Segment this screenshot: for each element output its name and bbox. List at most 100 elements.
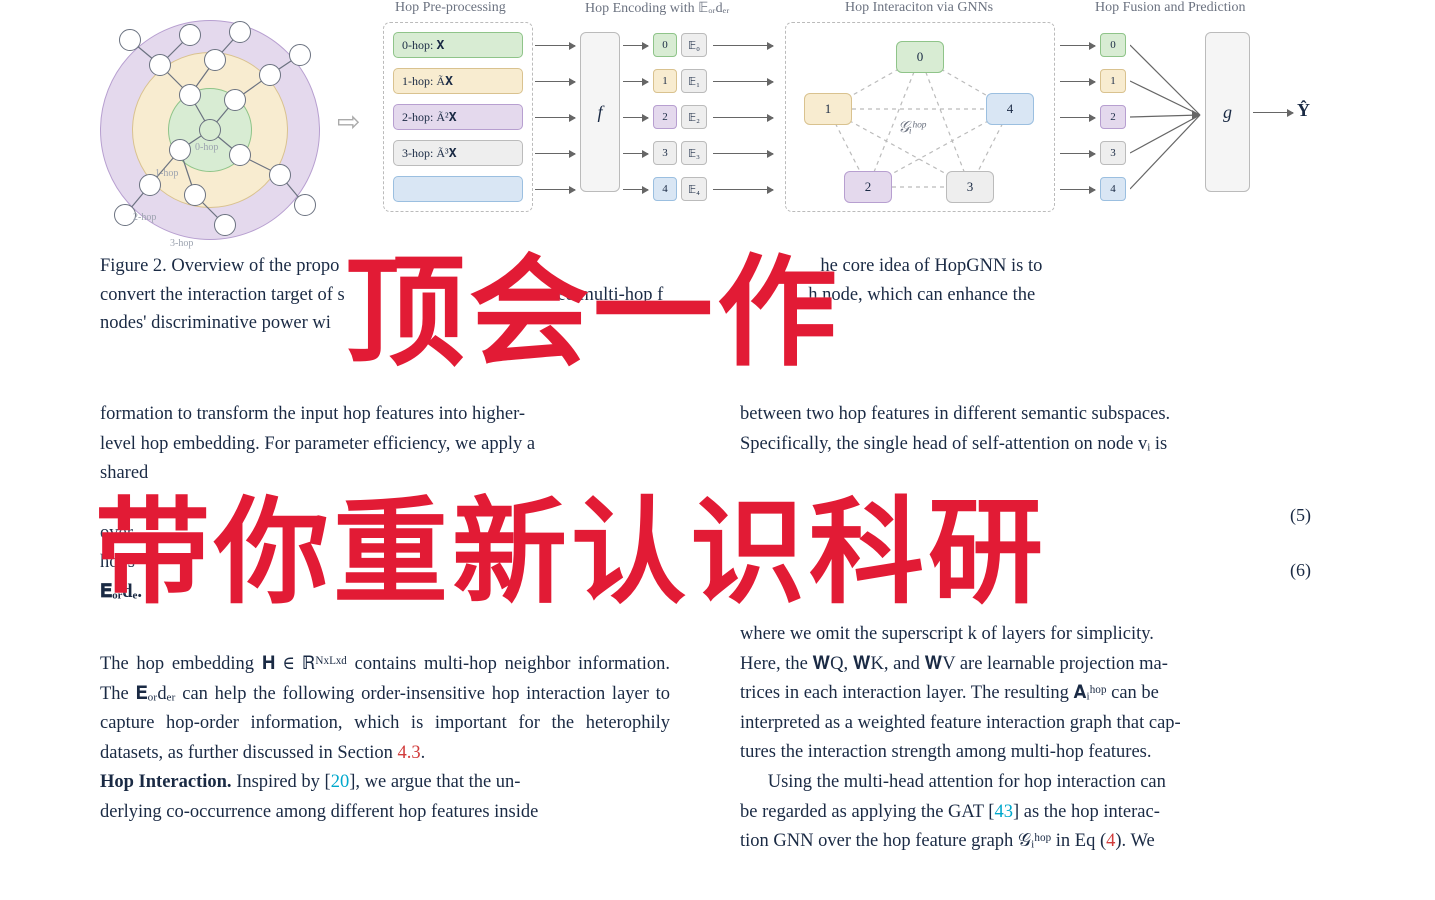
body-text: derlying co-occurrence among different h…: [100, 802, 538, 822]
body-text: Inspired by [: [232, 772, 331, 792]
arrow: [535, 153, 575, 154]
fusion-1: 1: [1100, 69, 1126, 93]
arrow: [713, 45, 773, 46]
eq-number-6: (6): [1290, 560, 1311, 581]
body-text: ). We: [1115, 831, 1154, 851]
right-column: between two hop features in different se…: [740, 400, 1310, 459]
gnn-box: 0 1 2 3 4 𝒢ᵢʰᵒᵖ: [785, 22, 1055, 212]
encoder-f: f: [580, 32, 620, 192]
graph-node: [294, 194, 316, 216]
graph-node: [179, 84, 201, 106]
graph-node: [229, 21, 251, 43]
gnn-node-2: 2: [844, 171, 892, 203]
y-hat-label: Ŷ: [1297, 100, 1310, 121]
hop-item-3: 3-hop: Ã³𝐗: [393, 140, 523, 166]
stage-label-0: Hop Pre-processing: [395, 0, 506, 16]
arrow: [535, 45, 575, 46]
body-text: interpreted as a weighted feature intera…: [740, 709, 1310, 739]
figure-2: Hop Pre-processing Hop Encoding with 𝔼ₒᵣ…: [95, 0, 1345, 230]
arrow: [713, 153, 773, 154]
hop-item-1: 1-hop: Ã𝐗: [393, 68, 523, 94]
enc-n-4: 4: [653, 177, 677, 201]
enc-e-4: 𝔼₄: [681, 177, 707, 201]
hop-2-label: 2-hop: [133, 212, 156, 223]
gnn-node-0: 0: [896, 41, 944, 73]
stage-label-3: Hop Fusion and Prediction: [1095, 0, 1246, 16]
caption-text: convert the interaction target of s: [100, 285, 345, 305]
arrow: [1060, 189, 1095, 190]
body-text: trices in each interaction layer. The re…: [740, 679, 1310, 709]
graph-node: [229, 144, 251, 166]
left-column-p2: The hop embedding 𝐇 ∈ ℝᴺˣᴸˣᵈ contains mu…: [100, 650, 670, 828]
citation-ref: 43: [994, 802, 1013, 822]
eq-number-5: (5): [1290, 505, 1311, 526]
graph-node: [119, 29, 141, 51]
arrow: [713, 189, 773, 190]
body-text: level hop embedding. For parameter effic…: [100, 430, 670, 460]
arrow-icon: ⇨: [337, 105, 360, 139]
graph-node: [199, 119, 221, 141]
arrow: [623, 189, 648, 190]
hop-1-label: 1-hop: [155, 168, 178, 179]
predictor-g: g: [1205, 32, 1250, 192]
right-column-p2: where we omit the superscript k of layer…: [740, 620, 1310, 857]
caption-text: h node, which can enhance the: [808, 285, 1035, 305]
section-ref: 4.3: [397, 743, 420, 763]
hop-graph: 0-hop 1-hop 2-hop 3-hop: [95, 20, 325, 240]
arrow: [535, 81, 575, 82]
hop-item-0: 0-hop: 𝐗: [393, 32, 523, 58]
eq-ref: 4: [1106, 831, 1115, 851]
arrow: [713, 81, 773, 82]
enc-e-1: 𝔼₁: [681, 69, 707, 93]
graph-node: [289, 44, 311, 66]
enc-n-1: 1: [653, 69, 677, 93]
body-text: ], we argue that the un-: [349, 772, 520, 792]
caption-text: nodes' discriminative power wi: [100, 313, 331, 333]
arrow: [623, 153, 648, 154]
caption-text: he core idea of HopGNN is to: [820, 256, 1042, 276]
hop-item-2: 2-hop: Ã²𝐗: [393, 104, 523, 130]
enc-n-0: 0: [653, 33, 677, 57]
hop-0-label: 0-hop: [195, 142, 218, 153]
body-text: formation to transform the input hop fea…: [100, 400, 670, 430]
enc-n-2: 2: [653, 105, 677, 129]
body-text: be regarded as applying the GAT [: [740, 802, 994, 822]
citation-ref: 20: [331, 772, 350, 792]
graph-node: [269, 164, 291, 186]
hop-3-label: 3-hop: [170, 238, 193, 249]
gnn-node-1: 1: [804, 93, 852, 125]
enc-e-0: 𝔼₀: [681, 33, 707, 57]
graph-node: [224, 89, 246, 111]
body-text: tion GNN over the hop feature graph 𝒢ᵢʰᵒ…: [740, 831, 1106, 851]
body-text: Here, the 𝐖Q, 𝐖K, and 𝐖V are learnable p…: [740, 650, 1310, 680]
gnn-node-3: 3: [946, 171, 994, 203]
body-text: ] as the hop interac-: [1013, 802, 1160, 822]
fusion-0: 0: [1100, 33, 1126, 57]
body-text: Using the multi-head attention for hop i…: [768, 772, 1166, 792]
arrow: [713, 117, 773, 118]
body-text: between two hop features in different se…: [740, 400, 1310, 430]
gnn-center-label: 𝒢ᵢʰᵒᵖ: [898, 119, 926, 137]
fusion-4: 4: [1100, 177, 1126, 201]
stage-label-1: Hop Encoding with 𝔼ₒᵣdₑᵣ: [585, 0, 729, 17]
arrow: [535, 189, 575, 190]
fusion-3: 3: [1100, 141, 1126, 165]
arrow: [623, 81, 648, 82]
graph-node: [179, 24, 201, 46]
body-text: tures the interaction strength among mul…: [740, 738, 1310, 768]
enc-e-3: 𝔼₃: [681, 141, 707, 165]
arrow: [1060, 81, 1095, 82]
arrow: [1060, 45, 1095, 46]
body-text: Specifically, the single head of self-at…: [740, 430, 1310, 460]
stage-label-2: Hop Interaciton via GNNs: [845, 0, 993, 16]
gnn-node-4: 4: [986, 93, 1034, 125]
paragraph-heading: Hop Interaction.: [100, 772, 232, 792]
graph-node: [149, 54, 171, 76]
caption-text: Figure 2. Overview of the propo: [100, 256, 339, 276]
graph-node: [259, 64, 281, 86]
graph-node: [169, 139, 191, 161]
arrow: [1060, 117, 1095, 118]
body-text: .: [421, 743, 426, 763]
body-text: The hop embedding 𝐇 ∈ ℝᴺˣᴸˣᵈ contains mu…: [100, 654, 670, 763]
arrow: [1060, 153, 1095, 154]
